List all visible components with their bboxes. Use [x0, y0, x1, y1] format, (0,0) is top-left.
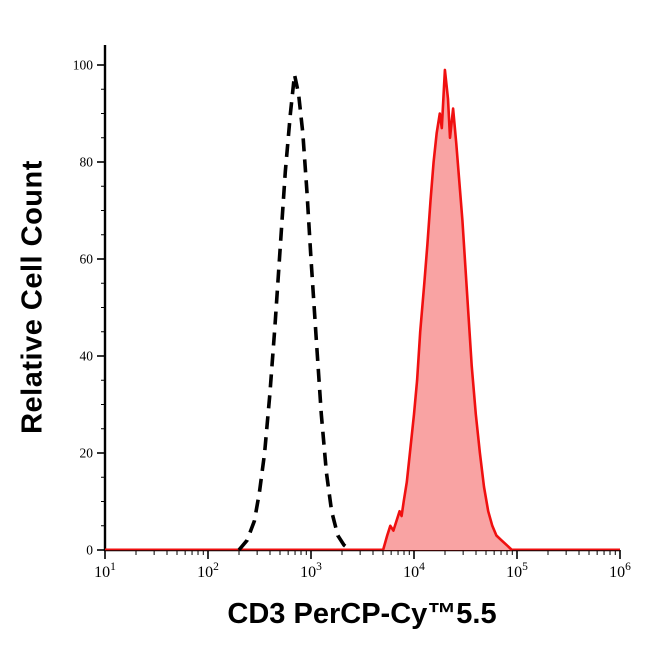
svg-text:20: 20: [80, 446, 94, 461]
svg-text:60: 60: [80, 252, 94, 267]
svg-text:104: 104: [403, 561, 425, 581]
svg-text:0: 0: [86, 543, 93, 558]
svg-text:103: 103: [300, 561, 322, 581]
svg-text:105: 105: [506, 561, 528, 581]
svg-text:106: 106: [609, 561, 631, 581]
x-axis-title: CD3 PerCP-Cy™5.5: [227, 598, 497, 630]
y-axis-title: Relative Cell Count: [16, 160, 49, 434]
svg-text:100: 100: [73, 58, 94, 73]
svg-text:101: 101: [94, 561, 116, 581]
svg-text:80: 80: [80, 155, 94, 170]
svg-text:40: 40: [80, 349, 94, 364]
svg-text:102: 102: [197, 561, 219, 581]
